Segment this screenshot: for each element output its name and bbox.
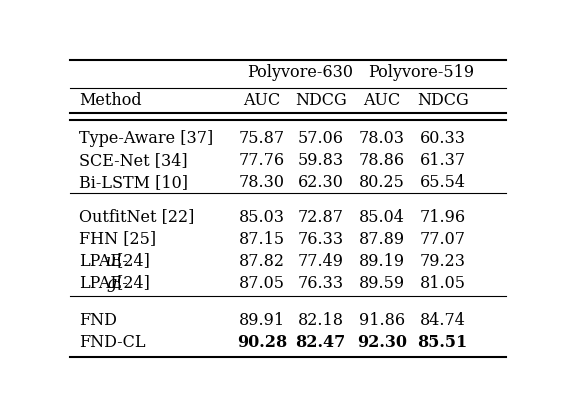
Text: 89.91: 89.91 xyxy=(239,312,285,329)
Text: 71.96: 71.96 xyxy=(420,208,466,226)
Text: 89.19: 89.19 xyxy=(359,253,405,270)
Text: 92.30: 92.30 xyxy=(357,334,407,351)
Text: OutfitNet [22]: OutfitNet [22] xyxy=(79,208,194,226)
Text: 85.51: 85.51 xyxy=(418,334,468,351)
Text: LPAE-: LPAE- xyxy=(79,253,128,270)
Text: NDCG: NDCG xyxy=(295,92,347,109)
Text: 77.07: 77.07 xyxy=(420,231,466,248)
Text: Bi-LSTM [10]: Bi-LSTM [10] xyxy=(79,174,188,191)
Text: 77.76: 77.76 xyxy=(239,152,285,169)
Text: 85.04: 85.04 xyxy=(359,208,405,226)
Text: FHN [25]: FHN [25] xyxy=(79,231,156,248)
Text: 91.86: 91.86 xyxy=(359,312,405,329)
Text: 90.28: 90.28 xyxy=(237,334,287,351)
Text: Type-Aware [37]: Type-Aware [37] xyxy=(79,130,213,147)
Text: 78.86: 78.86 xyxy=(359,152,405,169)
Text: [24]: [24] xyxy=(112,253,150,270)
Text: 78.03: 78.03 xyxy=(359,130,405,147)
Text: 72.87: 72.87 xyxy=(298,208,344,226)
Text: 60.33: 60.33 xyxy=(420,130,466,147)
Text: 89.59: 89.59 xyxy=(359,275,405,291)
Text: 79.23: 79.23 xyxy=(420,253,466,270)
Text: FND: FND xyxy=(79,312,117,329)
Text: 61.37: 61.37 xyxy=(420,152,466,169)
Text: 85.03: 85.03 xyxy=(239,208,285,226)
Text: Method: Method xyxy=(79,92,142,109)
Text: SCE-Net [34]: SCE-Net [34] xyxy=(79,152,188,169)
Text: 84.74: 84.74 xyxy=(420,312,465,329)
Text: 78.30: 78.30 xyxy=(239,174,285,191)
Text: LPAE-: LPAE- xyxy=(79,275,128,291)
Text: u: u xyxy=(106,253,116,270)
Text: 65.54: 65.54 xyxy=(420,174,466,191)
Text: 82.18: 82.18 xyxy=(298,312,344,329)
Text: 57.06: 57.06 xyxy=(298,130,344,147)
Text: 76.33: 76.33 xyxy=(298,275,344,291)
Text: 62.30: 62.30 xyxy=(298,174,343,191)
Text: 82.47: 82.47 xyxy=(296,334,346,351)
Text: NDCG: NDCG xyxy=(417,92,469,109)
Text: AUC: AUC xyxy=(243,92,280,109)
Text: [24]: [24] xyxy=(112,275,150,291)
Text: 76.33: 76.33 xyxy=(298,231,344,248)
Text: 87.89: 87.89 xyxy=(359,231,405,248)
Text: 87.05: 87.05 xyxy=(239,275,285,291)
Text: 59.83: 59.83 xyxy=(298,152,344,169)
Text: AUC: AUC xyxy=(363,92,400,109)
Text: Polyvore-630: Polyvore-630 xyxy=(247,64,353,81)
Text: 81.05: 81.05 xyxy=(420,275,466,291)
Text: 87.15: 87.15 xyxy=(239,231,285,248)
Text: g: g xyxy=(106,275,116,291)
Text: 77.49: 77.49 xyxy=(298,253,344,270)
Text: 75.87: 75.87 xyxy=(239,130,285,147)
Text: FND-CL: FND-CL xyxy=(79,334,146,351)
Text: 87.82: 87.82 xyxy=(239,253,285,270)
Text: Polyvore-519: Polyvore-519 xyxy=(368,64,474,81)
Text: 80.25: 80.25 xyxy=(359,174,405,191)
